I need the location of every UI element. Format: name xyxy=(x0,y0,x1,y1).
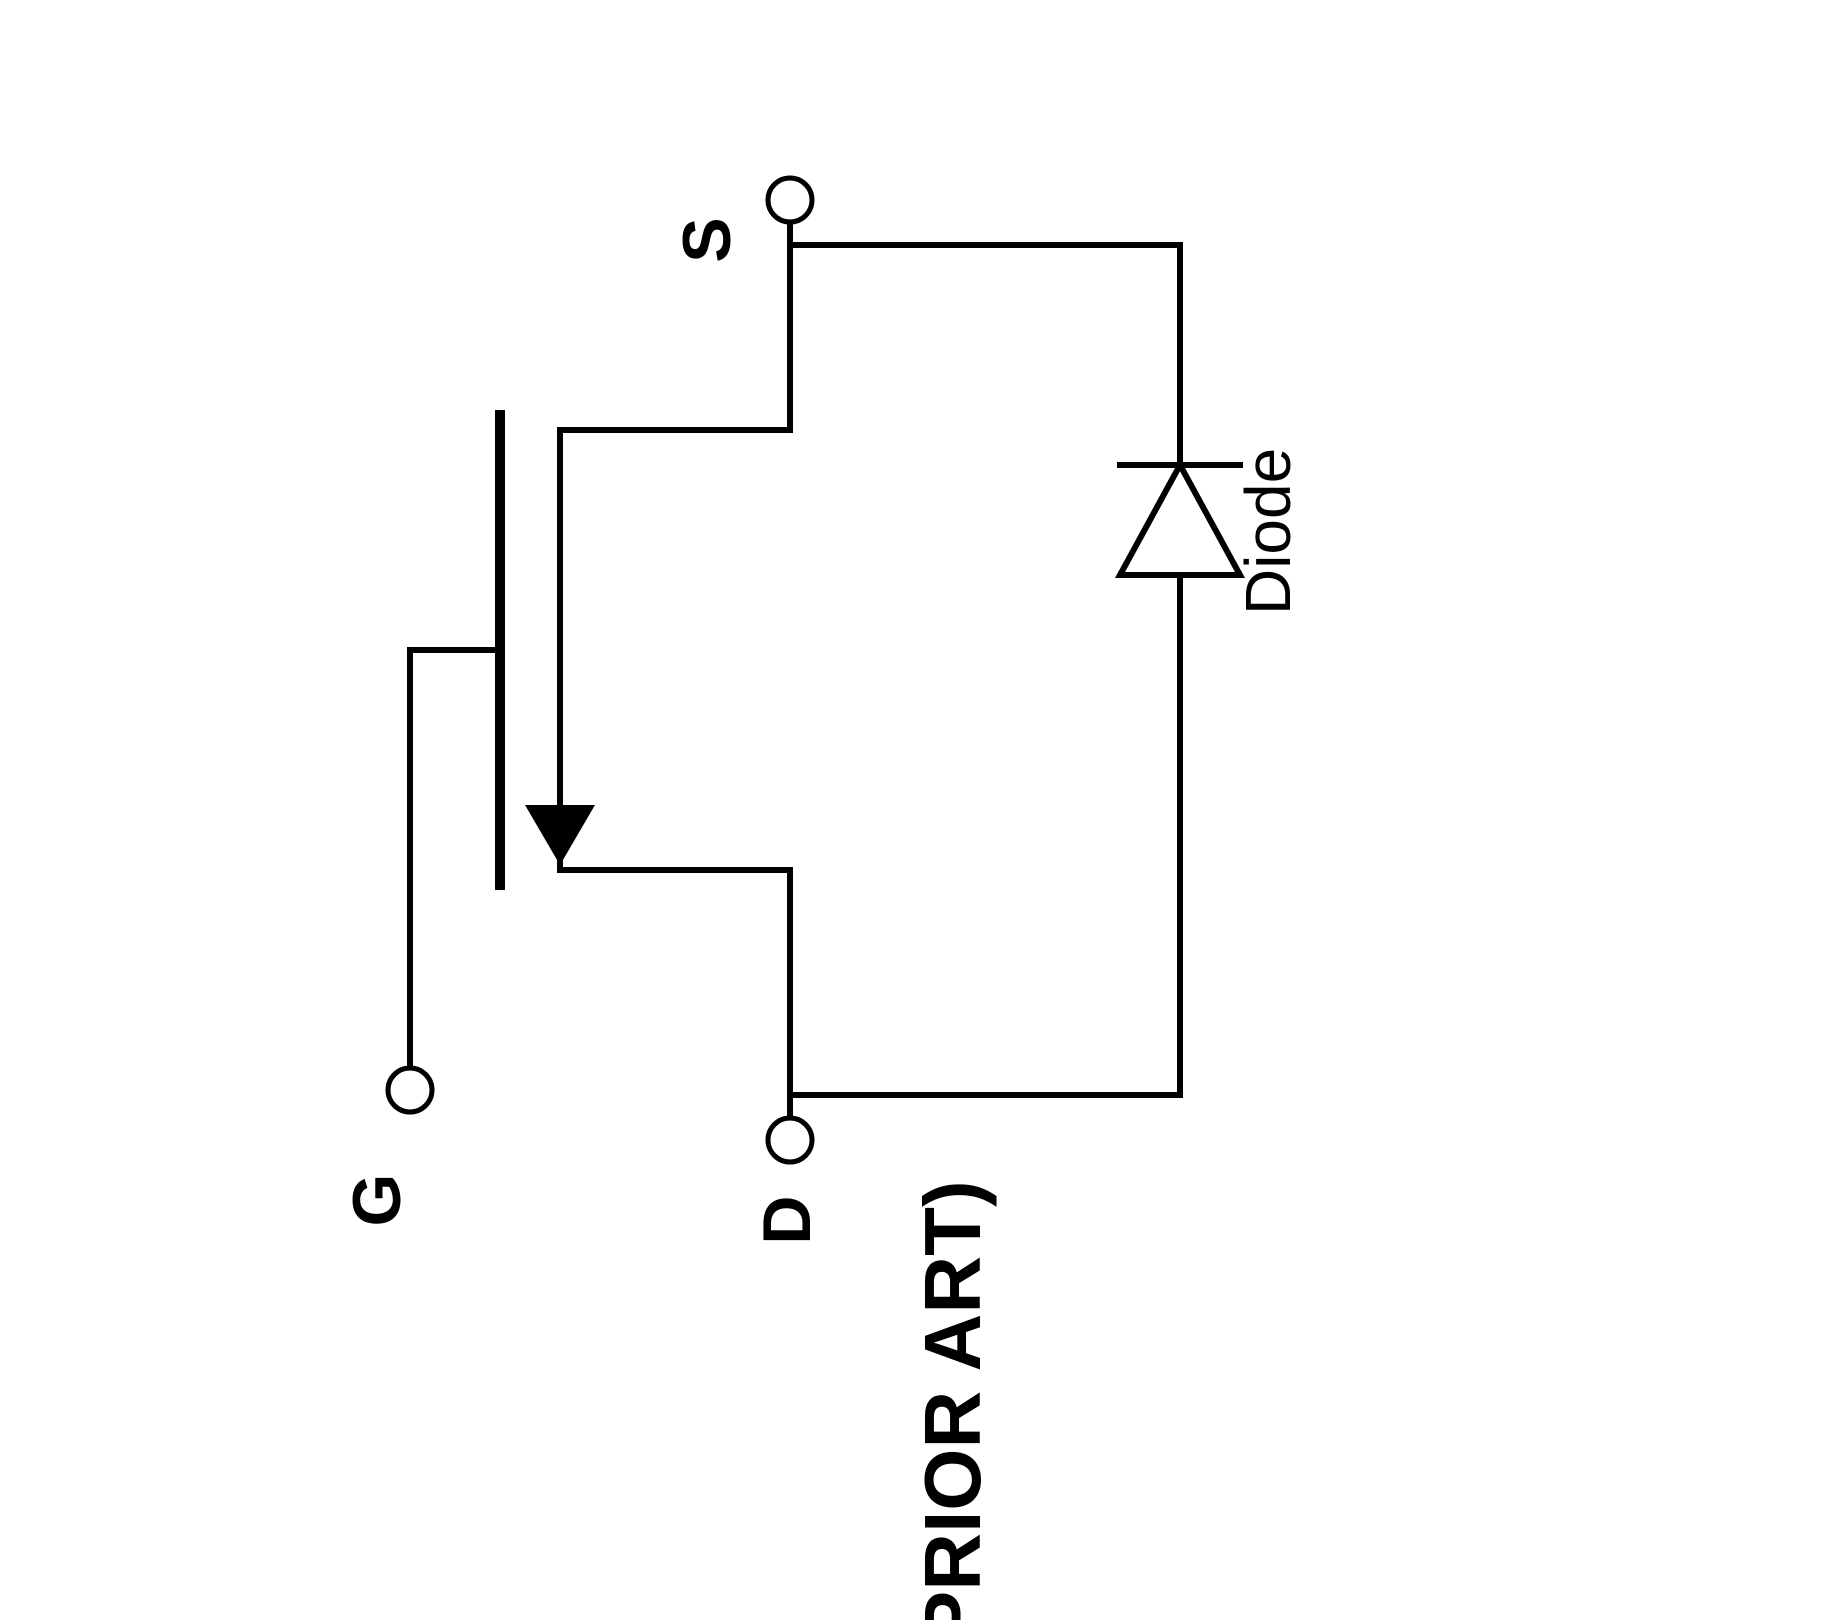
label-g: G xyxy=(339,1174,415,1227)
label-diode: Diode xyxy=(1232,448,1304,615)
terminal-g xyxy=(388,1068,432,1112)
label-s: S xyxy=(669,217,745,262)
terminal-s xyxy=(768,178,812,222)
label-d: D xyxy=(749,1195,825,1244)
terminal-d xyxy=(768,1118,812,1162)
figure-caption: Fig.2 (PRIOR ART) xyxy=(908,1180,997,1620)
mosfet-arrow xyxy=(525,805,595,865)
diode-triangle xyxy=(1120,465,1240,575)
